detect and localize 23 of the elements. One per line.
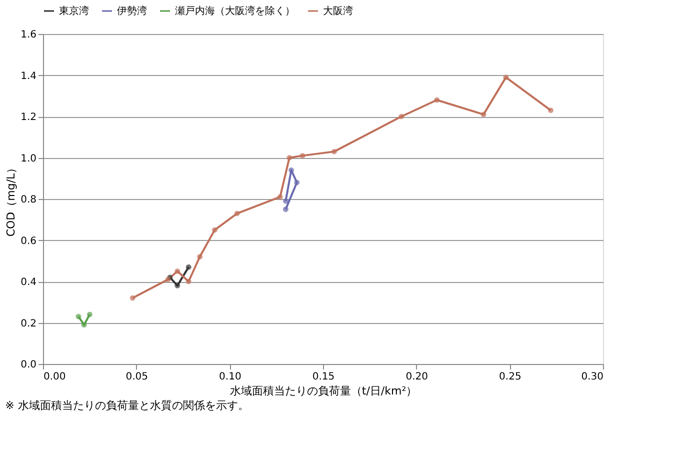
x-tick-label: 0.15 — [312, 372, 335, 382]
legend-label: 瀬戸内海（大阪湾を除く） — [175, 5, 295, 17]
legend-label: 東京湾 — [59, 5, 89, 17]
y-tick-label: 0.4 — [20, 277, 36, 288]
y-tick-label: 0.8 — [20, 194, 36, 206]
y-tick-label: 0.0 — [20, 360, 36, 370]
x-axis-title: 水域面積当たりの負荷量（t/日/km²） — [230, 384, 418, 398]
y-tick-label: 0.6 — [20, 236, 36, 247]
y-tick-label: 1.2 — [20, 112, 36, 123]
y-tick-label: 1.6 — [20, 30, 36, 40]
y-tick-label: 0.2 — [20, 318, 36, 330]
x-tick-label: 0.25 — [499, 372, 522, 382]
legend-label: 大阪湾 — [323, 5, 353, 17]
x-tick-label: 0.00 — [44, 372, 66, 382]
legend-label: 伊勢湾 — [117, 5, 147, 17]
y-tick-label: 1.0 — [20, 153, 36, 164]
text: ※ 水域面積当たりの負荷量と水質の関係を示す。 — [5, 399, 249, 412]
y-axis-title: COD（mg/L） — [4, 162, 18, 237]
y-tick-label: 1.4 — [20, 70, 36, 82]
x-tick-label: 0.10 — [219, 372, 242, 382]
x-tick-label: 0.05 — [126, 372, 148, 382]
x-tick-label: 0.20 — [406, 372, 428, 382]
x-tick-label: 0.30 — [581, 372, 604, 382]
